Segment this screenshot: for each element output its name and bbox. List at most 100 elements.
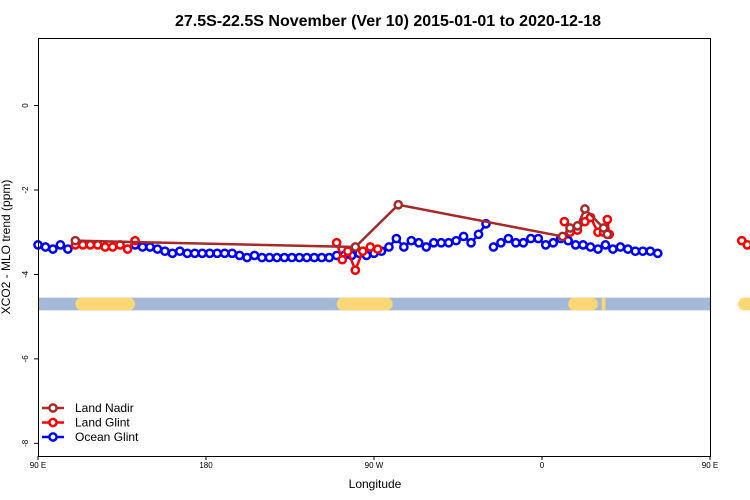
land-nadir-point — [557, 231, 568, 242]
ocean-glint-point — [548, 237, 559, 248]
land-nadir-point — [580, 204, 590, 214]
x-tick-label: 180 — [199, 461, 213, 470]
land-glint-point — [343, 246, 353, 257]
ocean-glint-point — [540, 240, 551, 250]
ocean-glint-point — [533, 233, 544, 244]
land-glint-point — [77, 240, 88, 250]
ocean-glint-point — [428, 237, 439, 248]
y-axis: 0 -2 -4 -6 -8 — [21, 103, 38, 447]
ocean-glint-point — [55, 240, 66, 250]
land-band-segment — [568, 297, 598, 311]
ocean-glint-point — [152, 244, 163, 254]
ocean-glint-point — [436, 237, 447, 248]
ocean-glint-point — [189, 248, 200, 259]
land-band-segment — [336, 297, 393, 311]
ocean-glint-point — [287, 252, 297, 263]
y-tick-label: -8 — [21, 439, 30, 447]
ocean-glint-point — [623, 244, 633, 254]
ocean-glint-point — [279, 252, 290, 263]
x-tick-label: 0 — [540, 461, 545, 470]
legend-label: Ocean Glint — [75, 430, 139, 444]
y-axis-label: XCO2 - MLO trend (ppm) — [0, 180, 13, 315]
land-nadir-point — [602, 229, 613, 240]
ocean-glint-point — [503, 233, 514, 244]
ocean-glint-point — [466, 237, 476, 248]
ocean-glint-point — [391, 233, 402, 244]
legend-label: Land Glint — [75, 416, 130, 430]
ocean-glint-point — [175, 246, 185, 257]
ocean-glint-point — [593, 244, 603, 254]
y-tick-label: -4 — [21, 270, 30, 278]
ocean-glint-point — [182, 248, 193, 259]
y-tick-label: -6 — [21, 355, 30, 363]
ocean-glint-point — [600, 240, 611, 250]
ocean-glint-point — [518, 237, 529, 248]
legend-item: Land Nadir — [42, 401, 134, 415]
ocean-glint-point — [488, 242, 499, 252]
ocean-glint-point — [458, 231, 469, 242]
ocean-glint-point — [167, 248, 178, 259]
ocean-glint-point — [406, 235, 417, 246]
x-tick-label: 90 W — [365, 461, 384, 470]
land-glint-point — [365, 242, 376, 252]
land-nadir-point — [70, 235, 81, 246]
legend-swatch-marker — [48, 432, 58, 442]
ocean-glint-point — [413, 237, 424, 248]
ocean-glint-point — [608, 244, 618, 254]
land-glint-point — [602, 214, 613, 225]
land-glint-point — [559, 216, 570, 227]
x-tick-label: 90 E — [702, 461, 718, 470]
ocean-glint-point — [137, 242, 148, 252]
y-tick-label: 0 — [21, 103, 30, 108]
land-band-segment — [601, 297, 606, 311]
land-glint-point — [742, 240, 750, 250]
ocean-glint-point — [511, 237, 521, 248]
ocean-glint-point — [324, 252, 335, 263]
ocean-glint-point — [294, 252, 305, 263]
x-axis: 90 E 180 90 W 0 90 E — [30, 456, 718, 470]
ocean-glint-point — [219, 248, 230, 259]
land-nadir-point — [572, 221, 583, 231]
land-band-segment — [75, 297, 136, 311]
series-land-nadir — [70, 199, 613, 252]
land-glint-point — [85, 240, 96, 250]
legend-item: Land Glint — [42, 416, 130, 430]
ocean-glint-point — [309, 252, 320, 263]
ocean-glint-point — [384, 242, 394, 252]
ocean-glint-point — [496, 237, 506, 248]
ocean-glint-point — [264, 252, 275, 263]
land-glint-point — [100, 242, 111, 252]
ocean-glint-point — [63, 244, 73, 254]
legend-swatch-marker — [48, 403, 58, 413]
ocean-glint-point — [652, 248, 663, 259]
ocean-glint-point — [630, 246, 641, 257]
land-glint-point — [372, 244, 383, 254]
ocean-glint-point — [40, 242, 51, 252]
land-glint-point — [350, 265, 361, 276]
ocean-glint-point — [197, 248, 208, 259]
legend-swatch-marker — [48, 417, 58, 428]
legend-item: Ocean Glint — [42, 430, 139, 444]
land-glint-point — [107, 242, 118, 252]
ocean-glint-point — [272, 252, 282, 263]
land-nadir-point — [393, 199, 404, 210]
ocean-glint-point — [637, 246, 648, 257]
ocean-glint-point — [570, 240, 581, 250]
land-band-segment — [738, 297, 750, 311]
land-glint-point — [357, 246, 368, 257]
ocean-glint-point — [212, 248, 223, 259]
ocean-glint-point — [204, 248, 215, 259]
land-band — [38, 297, 750, 311]
ocean-glint-point — [48, 244, 58, 254]
ocean-glint-point — [443, 237, 454, 248]
ocean-glint-point — [145, 242, 155, 252]
ocean-glint-point — [578, 240, 588, 250]
ocean-glint-point — [421, 242, 432, 252]
ocean-glint-point — [525, 233, 536, 244]
ocean-glint-point — [257, 252, 267, 263]
x-axis-label: Longitude — [349, 477, 402, 491]
land-glint-point — [337, 254, 348, 265]
chart-title: 27.5S-22.5S November (Ver 10) 2015-01-01… — [175, 13, 601, 30]
land-glint-point — [122, 244, 133, 254]
